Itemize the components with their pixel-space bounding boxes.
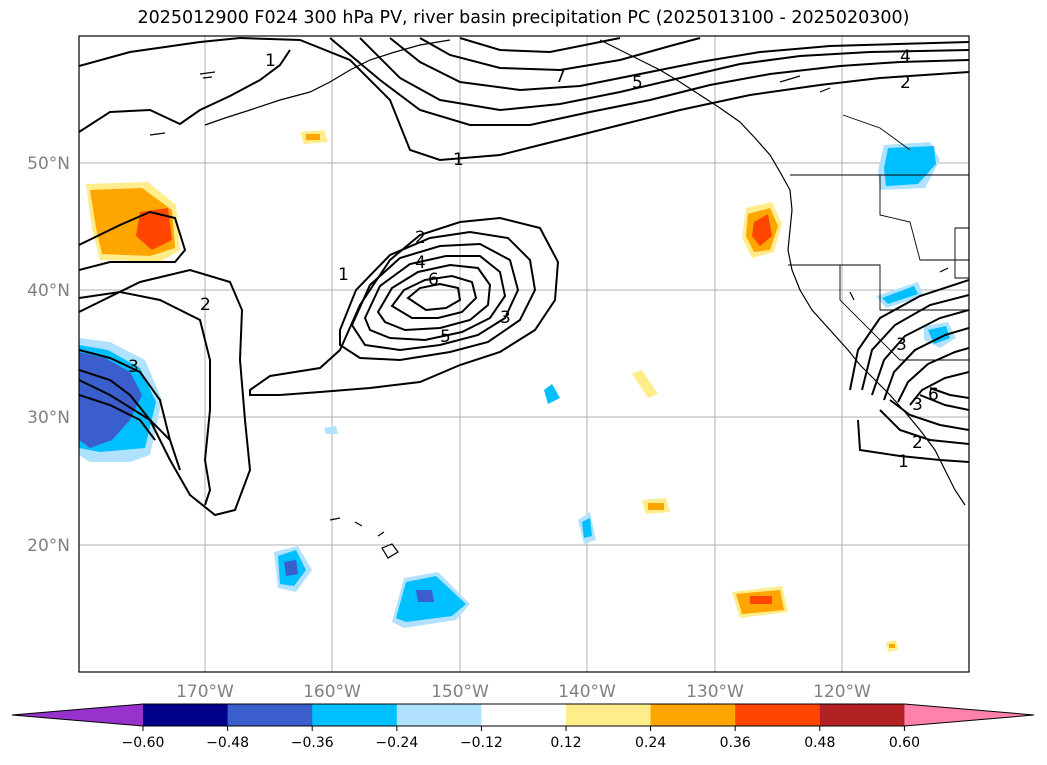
lon-label: 150°W [431,682,489,702]
contour-label: 5 [440,327,451,347]
contour-label: 1 [898,452,909,472]
colorbar-segment [227,704,313,726]
lon-label: 130°W [686,682,744,702]
colorbar-tick-label: −0.48 [206,735,249,751]
colorbar-segment [481,704,567,726]
colorbar-tick-label: −0.36 [291,735,334,751]
contour-label: 1 [338,265,349,285]
colorbar-tick-label: 0.60 [889,735,920,751]
colorbar-tick-label: 0.24 [635,735,666,751]
lon-label: 160°W [303,682,361,702]
contour-label: 2 [200,295,211,315]
colorbar-tick-label: 0.48 [804,735,835,751]
colorbar-segment [566,704,652,726]
contour-label: 2 [415,228,426,248]
contour-label: 5 [632,73,643,93]
contour-label: 4 [415,253,426,273]
map-frame [78,35,970,673]
contour-label: 4 [900,47,911,67]
colorbar-segment [650,704,736,726]
latitude-labels: 50°N 40°N 30°N 20°N [27,154,70,556]
lat-label: 50°N [27,154,70,174]
precip-shading [79,130,956,652]
lat-label: 30°N [27,408,70,428]
contour-label: 3 [128,357,139,377]
colorbar-segment [819,704,905,726]
map-background [79,36,969,672]
lon-label: 120°W [813,682,871,702]
contour-label: 6 [428,270,439,290]
colorbar: −0.60 −0.48 −0.36 −0.24 −0.12 0.12 0.24 0.36 0.4… [11,703,1035,751]
colorbar-tick-label: −0.60 [122,735,165,751]
map-title: 2025012900 F024 300 hPa PV, river basin … [137,8,910,28]
colorbar-segment [396,704,482,726]
gridlines [79,36,969,672]
lat-label: 20°N [27,536,70,556]
colorbar-tick-label: −0.24 [375,735,418,751]
contour-label: 3 [912,395,923,415]
contour-label: 6 [928,385,939,405]
colorbar-tick-label: −0.12 [460,735,503,751]
lon-label: 140°W [558,682,616,702]
contour-label: 7 [555,67,566,87]
political-borders [788,114,969,361]
coastlines [149,39,966,559]
contour-labels: 1 7 5 4 2 1 2 4 6 5 3 1 2 3 3 6 3 2 1 [128,47,939,472]
pv-contours [79,37,969,517]
colorbar-extend-low [12,704,143,726]
colorbar-segment [735,704,821,726]
lat-label: 40°N [27,281,70,301]
contour-label: 1 [265,51,276,71]
lon-label: 170°W [176,682,234,702]
colorbar-extend-high [904,704,1034,726]
contour-label: 1 [453,150,464,170]
colorbar-tick-label: 0.36 [720,735,751,751]
contour-label: 2 [900,73,911,93]
contour-label: 3 [500,308,511,328]
map-content: 1 7 5 4 2 1 2 4 6 5 3 1 2 3 3 6 3 2 1 [79,36,969,672]
contour-label: 2 [912,433,923,453]
contour-label: 3 [896,335,907,355]
colorbar-segment [143,704,229,726]
colorbar-segment [312,704,398,726]
colorbar-tick-label: 0.12 [550,735,581,751]
longitude-labels: 170°W 160°W 150°W 140°W 130°W 120°W [176,682,871,702]
